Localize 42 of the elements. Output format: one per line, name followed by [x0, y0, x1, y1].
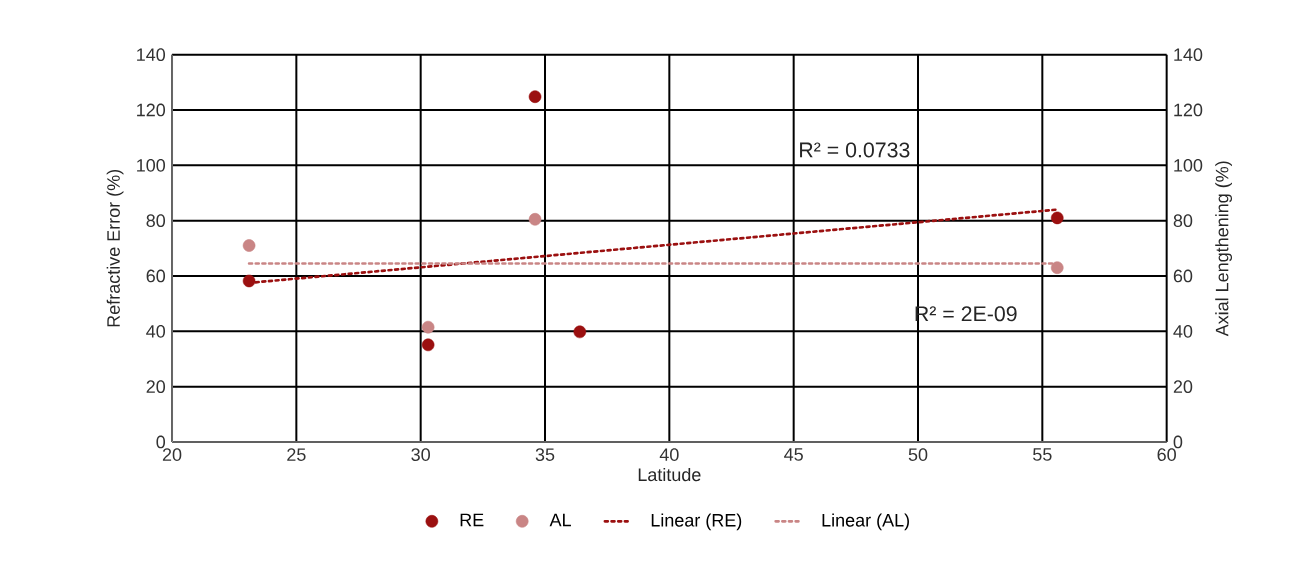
y-tick-label: 140	[137, 48, 166, 61]
y2-tick-label: 140	[1174, 48, 1203, 61]
x-tick-label: 40	[659, 448, 679, 461]
x-tick-label: 45	[784, 448, 803, 461]
y-tick-label: 80	[146, 214, 166, 227]
point	[421, 338, 435, 351]
x-tick-label: 20	[162, 448, 182, 461]
x-tick-label: 60	[1157, 448, 1176, 461]
point	[573, 325, 587, 338]
y2-tick-label: 60	[1173, 269, 1193, 283]
point	[528, 90, 542, 103]
legend-label: RE	[460, 513, 484, 526]
y2-tick-label: 120	[1174, 103, 1203, 117]
y2-tick-label: 20	[1173, 380, 1193, 393]
x-tick-label: 50	[908, 448, 928, 461]
y2-tick-label: 80	[1173, 214, 1193, 227]
y-tick-label: 20	[146, 380, 166, 393]
x-axis-title: Latitude	[638, 467, 701, 481]
point	[528, 212, 542, 226]
x-tick-label: 55	[1033, 448, 1052, 461]
point	[242, 274, 256, 288]
annotation: R² = 0.0733	[800, 142, 910, 158]
point	[1050, 261, 1064, 274]
legend-label: AL	[549, 513, 571, 526]
y-tick-label: 100	[137, 158, 166, 172]
y2-axis-title: Axial Lengthening (%)	[1215, 161, 1233, 337]
y2-tick-label: 0	[1173, 435, 1183, 449]
point	[1050, 211, 1064, 224]
y2-tick-label: 100	[1174, 158, 1203, 172]
x-tick-label: 25	[287, 448, 306, 461]
point	[421, 320, 435, 334]
y-tick-label: 120	[137, 103, 166, 117]
point	[242, 239, 256, 252]
legend-label: Linear (AL)	[822, 513, 909, 531]
y-tick-label: 0	[156, 435, 166, 449]
y-tick-label: 40	[146, 324, 166, 338]
y-axis-title: Refractive Error (%)	[106, 169, 124, 327]
y2-tick-label: 40	[1173, 324, 1193, 338]
x-tick-label: 30	[411, 448, 430, 461]
legend-label: Linear (RE)	[651, 513, 742, 531]
y-tick-label: 60	[146, 269, 166, 283]
x-tick-label: 35	[535, 448, 555, 461]
